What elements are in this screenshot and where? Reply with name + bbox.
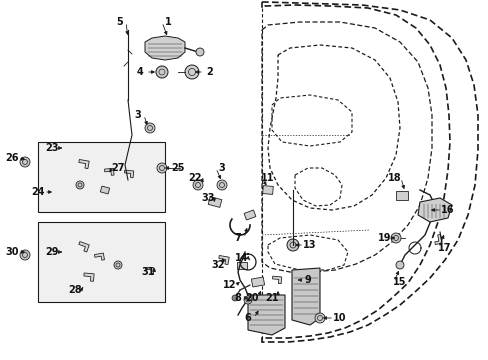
Text: 2: 2 <box>206 67 213 77</box>
Bar <box>38 142 164 212</box>
Text: 3: 3 <box>134 110 141 120</box>
Circle shape <box>114 261 122 269</box>
Polygon shape <box>417 198 451 222</box>
Circle shape <box>231 295 238 301</box>
Text: 31: 31 <box>141 267 154 277</box>
Circle shape <box>76 181 84 189</box>
Polygon shape <box>434 234 441 244</box>
Text: 14: 14 <box>235 253 248 263</box>
Circle shape <box>145 123 155 133</box>
Polygon shape <box>208 197 222 207</box>
Polygon shape <box>244 210 255 220</box>
Text: 33: 33 <box>201 193 214 203</box>
Text: 13: 13 <box>303 240 316 250</box>
Text: 15: 15 <box>392 277 406 287</box>
Text: 5: 5 <box>116 17 123 27</box>
Polygon shape <box>145 36 184 60</box>
Text: 3: 3 <box>218 163 225 173</box>
Text: 25: 25 <box>171 163 184 173</box>
Polygon shape <box>272 276 281 284</box>
Text: 6: 6 <box>244 313 251 323</box>
Text: 1: 1 <box>164 17 171 27</box>
Text: 32: 32 <box>211 260 224 270</box>
Text: 28: 28 <box>68 285 81 295</box>
Text: 17: 17 <box>437 243 451 253</box>
Text: 4: 4 <box>136 67 143 77</box>
Circle shape <box>395 261 403 269</box>
Circle shape <box>184 65 199 79</box>
Polygon shape <box>94 253 104 260</box>
Text: 29: 29 <box>45 247 59 257</box>
Circle shape <box>314 313 325 323</box>
Polygon shape <box>79 242 89 252</box>
Circle shape <box>390 233 400 243</box>
Text: 26: 26 <box>5 153 19 163</box>
Text: 27: 27 <box>111 163 124 173</box>
Text: 7: 7 <box>234 233 241 243</box>
Text: 30: 30 <box>5 247 19 257</box>
Circle shape <box>286 239 298 251</box>
Text: 11: 11 <box>261 173 274 183</box>
Polygon shape <box>84 273 94 281</box>
Polygon shape <box>251 277 264 287</box>
Polygon shape <box>291 268 319 325</box>
Polygon shape <box>79 159 89 168</box>
Circle shape <box>20 250 30 260</box>
Text: 19: 19 <box>378 233 391 243</box>
Circle shape <box>193 180 203 190</box>
Circle shape <box>244 296 251 304</box>
Polygon shape <box>145 267 153 273</box>
Polygon shape <box>237 261 246 269</box>
Circle shape <box>196 48 203 56</box>
Text: 16: 16 <box>440 205 454 215</box>
Polygon shape <box>104 168 114 175</box>
Bar <box>38 222 164 302</box>
Text: 23: 23 <box>45 143 59 153</box>
Circle shape <box>156 66 168 78</box>
Text: 9: 9 <box>304 275 311 285</box>
Text: 22: 22 <box>188 173 202 183</box>
Circle shape <box>217 180 226 190</box>
Polygon shape <box>395 190 407 199</box>
Circle shape <box>20 157 30 167</box>
Polygon shape <box>247 295 285 335</box>
Text: 8: 8 <box>234 293 241 303</box>
Polygon shape <box>262 185 273 194</box>
Polygon shape <box>124 170 133 178</box>
Polygon shape <box>100 186 109 194</box>
Text: 10: 10 <box>332 313 346 323</box>
Text: 12: 12 <box>223 280 236 290</box>
Text: 24: 24 <box>31 187 45 197</box>
Polygon shape <box>219 256 229 265</box>
Text: 21: 21 <box>264 293 278 303</box>
Text: 18: 18 <box>387 173 401 183</box>
Circle shape <box>157 163 167 173</box>
Text: 20: 20 <box>245 293 258 303</box>
